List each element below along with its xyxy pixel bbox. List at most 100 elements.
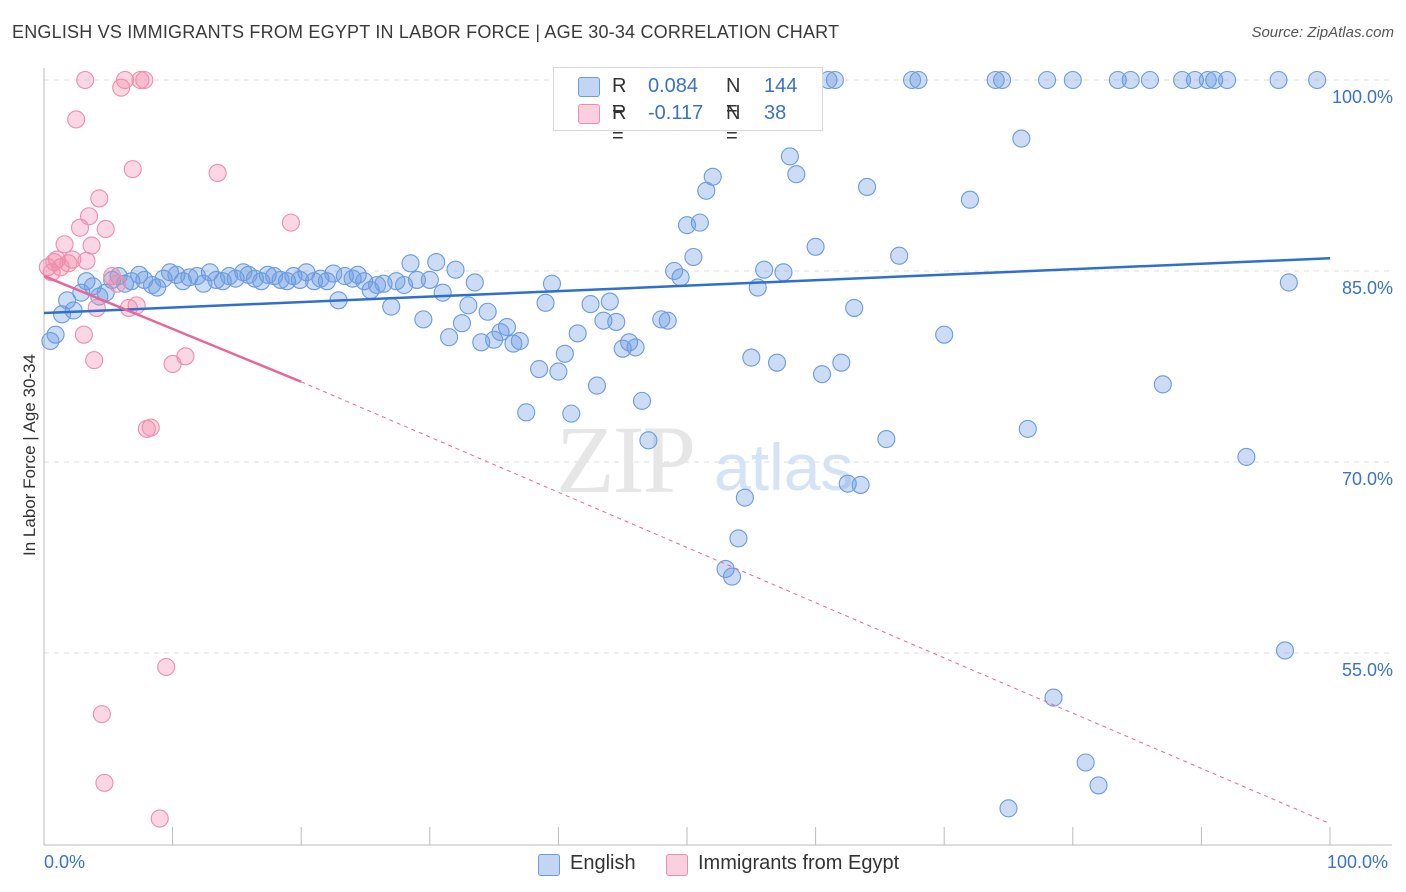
english-point: [510, 331, 529, 351]
y-tick-55: 55.0%: [1341, 660, 1393, 680]
english-point: [877, 430, 896, 449]
english-point: [1063, 70, 1082, 90]
english-point: [1237, 447, 1256, 466]
bottom-egypt-swatch: [666, 854, 688, 876]
egypt-point: [74, 325, 93, 344]
english-point: [587, 376, 607, 395]
english-point: [639, 431, 658, 450]
egypt-point: [85, 351, 104, 370]
english-point: [1198, 70, 1217, 90]
english-point: [1205, 70, 1224, 90]
english-point: [1308, 70, 1327, 90]
watermark-atlas: atlas: [714, 430, 853, 504]
english-point: [690, 213, 709, 232]
axes: [43, 68, 1392, 846]
english-point: [767, 353, 787, 372]
egypt-point: [63, 250, 82, 269]
english-point: [902, 70, 922, 90]
english-point: [658, 311, 677, 330]
egypt-point: [87, 298, 106, 317]
english-point: [960, 190, 979, 209]
english-point: [1279, 273, 1298, 292]
egypt-n-value: 38: [764, 102, 787, 124]
english-point: [909, 70, 928, 90]
english-point: [317, 272, 336, 291]
english-point: [517, 403, 536, 422]
egypt-point: [157, 657, 176, 677]
x-tick-right: 100.0%: [1327, 852, 1389, 872]
english-point: [142, 275, 162, 295]
english-point: [485, 330, 504, 349]
english-point: [324, 264, 343, 283]
english-point: [368, 275, 387, 295]
english-point: [234, 263, 253, 282]
english-point: [935, 325, 954, 344]
english-r-value: 0.084: [648, 75, 699, 97]
bottom-egypt-label: Immigrants from Egypt: [698, 852, 900, 874]
x-tick-left: 0.0%: [44, 852, 86, 872]
english-point: [851, 475, 870, 494]
egypt-point: [96, 219, 115, 239]
chart-title: ENGLISH VS IMMIGRANTS FROM EGYPT IN LABO…: [12, 22, 840, 42]
english-r-label: R =: [612, 75, 627, 120]
egypt-point: [92, 705, 111, 724]
english-point: [1018, 419, 1037, 438]
egypt-points: [38, 70, 300, 828]
egypt-point: [79, 207, 99, 226]
english-point: [440, 328, 459, 347]
english-point: [1140, 70, 1160, 90]
english-point: [684, 247, 703, 267]
y-tick-70: 70.0%: [1341, 469, 1393, 489]
english-points: [41, 70, 1327, 818]
english-point: [825, 70, 844, 90]
egypt-point: [281, 213, 300, 232]
english-point: [607, 312, 626, 331]
english-point: [729, 529, 748, 548]
english-point: [148, 278, 167, 297]
english-point: [530, 359, 549, 379]
english-point: [401, 254, 420, 273]
english-point: [536, 293, 555, 312]
english-point: [497, 317, 517, 337]
egypt-point: [131, 70, 150, 90]
english-point: [594, 311, 613, 330]
english-point: [742, 348, 761, 367]
english-point: [465, 273, 484, 292]
english-point: [200, 263, 219, 282]
english-point: [581, 295, 600, 314]
egypt-point: [82, 236, 101, 255]
english-point: [382, 297, 401, 316]
english-point: [433, 283, 452, 302]
egypt-r-label: R =: [612, 102, 627, 147]
egypt-point: [76, 70, 95, 90]
english-point: [420, 270, 439, 289]
egypt-point: [150, 809, 169, 828]
english-point: [549, 362, 568, 381]
english-point: [626, 338, 645, 357]
english-point: [1269, 70, 1288, 90]
english-n-label: N =: [726, 75, 741, 120]
english-point: [832, 353, 851, 372]
egypt-point: [95, 773, 114, 792]
english-point: [1218, 70, 1237, 90]
english-swatch: [578, 77, 600, 97]
egypt-point: [135, 70, 154, 90]
egypt-point: [141, 418, 160, 437]
english-point: [1044, 688, 1063, 707]
english-point: [407, 270, 426, 289]
english-point: [58, 291, 77, 310]
english-point: [414, 310, 433, 329]
egypt-point: [108, 274, 127, 293]
english-point: [568, 324, 587, 343]
english-point: [459, 296, 478, 315]
english-point: [774, 263, 793, 282]
english-point: [452, 314, 472, 333]
bottom-english-label: English: [570, 852, 636, 874]
egypt-point: [123, 160, 142, 179]
english-point: [600, 292, 619, 311]
english-point: [130, 265, 149, 284]
english-point: [542, 274, 562, 293]
egypt-point: [90, 189, 109, 208]
english-point: [986, 70, 1005, 90]
